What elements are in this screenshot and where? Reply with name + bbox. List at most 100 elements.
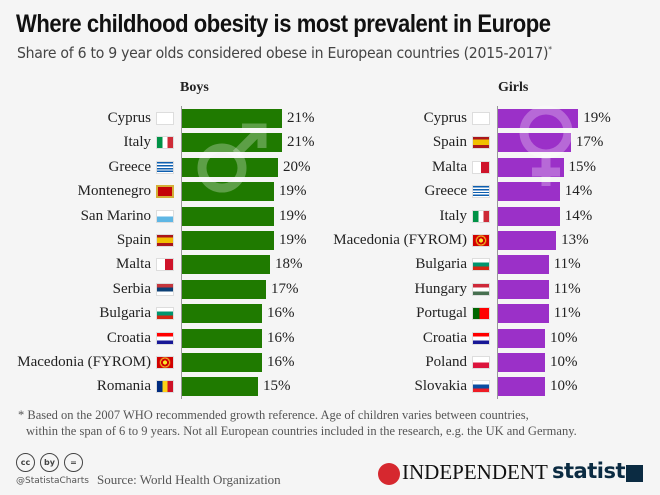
- data-label: 10%: [550, 329, 578, 346]
- bar: [498, 279, 549, 299]
- category-label: San Marino: [80, 207, 151, 224]
- bar: [182, 133, 282, 153]
- bar: [182, 377, 258, 397]
- bar: [182, 304, 262, 324]
- statista-handle[interactable]: @StatistaCharts: [16, 476, 89, 486]
- category-label: Macedonia (FYROM): [17, 354, 151, 370]
- data-label: 16%: [267, 329, 295, 346]
- data-label: 10%: [550, 378, 578, 395]
- flag-icon: [472, 331, 490, 345]
- flag-icon: [472, 112, 490, 125]
- data-label: 20%: [283, 158, 311, 175]
- footnote-marker: *: [548, 45, 552, 54]
- category-label: Bulgaria: [99, 305, 151, 322]
- boys-axis-line: [181, 106, 182, 399]
- category-label: Slovakia: [414, 378, 468, 395]
- flag-icon: [156, 185, 174, 199]
- data-label: 11%: [553, 256, 581, 273]
- category-label: Poland: [425, 354, 467, 370]
- flag-icon: [156, 356, 174, 369]
- data-label: 11%: [553, 280, 581, 297]
- flag-icon: [472, 136, 490, 150]
- category-label: Portugal: [416, 305, 467, 322]
- no-derivatives-icon: =: [64, 453, 83, 472]
- source: Source: World Health Organization: [97, 472, 281, 487]
- flag-icon: [156, 112, 174, 125]
- data-label: 11%: [553, 305, 581, 322]
- category-label: Romania: [96, 378, 151, 395]
- statista-logo: statista: [552, 459, 639, 483]
- male-symbol-icon: [192, 110, 272, 205]
- category-label: Croatia: [422, 329, 467, 346]
- bar: [182, 279, 266, 299]
- bar: [182, 157, 278, 177]
- data-label: 19%: [279, 207, 307, 224]
- flag-icon: [156, 282, 174, 296]
- category-label: Malta: [116, 256, 151, 273]
- data-label: 10%: [550, 354, 578, 370]
- category-label: Hungary: [414, 280, 468, 297]
- category-label: Spain: [432, 134, 467, 151]
- data-label: 14%: [564, 183, 593, 200]
- data-label: 16%: [267, 305, 295, 322]
- category-label: Italy: [439, 207, 468, 224]
- flag-icon: [156, 380, 174, 394]
- data-label: 16%: [267, 354, 295, 370]
- data-label: 19%: [279, 232, 307, 248]
- bar: [498, 255, 549, 275]
- bar: [498, 328, 545, 348]
- flag-icon: [156, 307, 174, 321]
- flag-icon: [156, 209, 174, 223]
- data-label: 18%: [275, 256, 303, 273]
- footnote-line-2: within the span of 6 to 9 years. Not all…: [26, 424, 577, 438]
- flag-icon: [156, 331, 174, 345]
- category-label: Bulgaria: [415, 256, 467, 273]
- data-label: 15%: [263, 378, 291, 395]
- bar: [498, 182, 560, 202]
- flag-icon: [156, 160, 174, 174]
- independent-eagle-icon: [378, 463, 400, 485]
- footnote-line-1: * Based on the 2007 WHO recommended grow…: [18, 408, 529, 422]
- chart-title: Where childhood obesity is most prevalen…: [16, 10, 551, 38]
- data-label: 17%: [575, 134, 604, 151]
- cc-license-icon: cc: [16, 453, 35, 472]
- data-label: 15%: [568, 158, 597, 175]
- bar: [182, 255, 270, 275]
- flag-icon: [472, 356, 490, 369]
- flag-icon: [156, 234, 174, 247]
- bar: [182, 206, 274, 226]
- subtitle-text: Share of 6 to 9 year olds considered obe…: [17, 44, 549, 62]
- bar: [498, 109, 579, 128]
- flag-icon: [472, 160, 490, 174]
- bar: [498, 377, 545, 397]
- category-label: Montenegro: [77, 183, 151, 200]
- bar: [498, 206, 560, 226]
- bar: [182, 182, 274, 202]
- bar: [498, 133, 571, 153]
- flag-icon: [472, 258, 490, 272]
- bar: [182, 328, 262, 348]
- data-label: 21%: [287, 110, 315, 126]
- flag-icon: [472, 282, 490, 296]
- girls-axis-line: [497, 106, 498, 399]
- bar: [498, 157, 564, 177]
- data-label: 19%: [279, 183, 307, 200]
- data-label: 17%: [271, 280, 299, 297]
- flag-icon: [472, 185, 490, 199]
- data-label: 14%: [564, 207, 593, 224]
- footnote: * Based on the 2007 WHO recommended grow…: [18, 407, 577, 439]
- data-label: 21%: [287, 134, 315, 151]
- bar: [182, 109, 282, 128]
- category-label: Macedonia (FYROM): [333, 232, 467, 248]
- attribution-icon: by: [40, 453, 59, 472]
- data-label: 19%: [583, 110, 611, 126]
- female-symbol-icon: [510, 100, 590, 195]
- flag-icon: [472, 307, 490, 321]
- category-label: Spain: [116, 232, 151, 248]
- category-label: Greece: [108, 158, 151, 175]
- bar: [498, 304, 549, 324]
- independent-logo: INDEPENDENT: [402, 460, 548, 484]
- girls-panel-title: Girls: [498, 80, 529, 95]
- category-label: Greece: [424, 183, 467, 200]
- bar: [182, 353, 262, 372]
